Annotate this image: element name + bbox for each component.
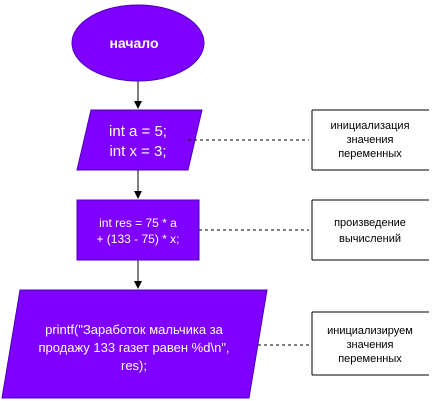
calc-note-line-2: вычислений — [339, 233, 401, 245]
init-line-2: int x = 3; — [109, 143, 166, 160]
calc-note: произведение вычислений — [312, 200, 429, 260]
start-node: начало — [72, 5, 204, 81]
calc-note-line-1: произведение — [334, 217, 406, 229]
calc-node: int res = 75 * a + (133 - 75) * x; — [77, 200, 199, 260]
init-node: int a = 5; int x = 3; — [77, 110, 202, 170]
calc-line-2: + (133 - 75) * x; — [96, 232, 179, 246]
start-label: начало — [109, 35, 158, 51]
print-line-1: printf("Заработок мальчика за — [45, 322, 224, 337]
print-note-line-1: инициализируем — [327, 325, 413, 337]
print-note-line-3: переменных — [338, 353, 402, 365]
init-line-1: int a = 5; — [109, 123, 167, 140]
print-node: printf("Заработок мальчика за продажу 13… — [2, 290, 267, 398]
calc-line-1: int res = 75 * a — [99, 216, 177, 230]
init-note-line-1: инициализация — [330, 120, 409, 132]
init-note-line-2: значения — [346, 134, 393, 146]
print-line-3: res); — [121, 358, 147, 373]
init-note-line-3: переменных — [338, 148, 402, 160]
init-note: инициализация значения переменных — [312, 110, 429, 170]
print-line-2: продажу 133 газет равен %d\n", — [38, 340, 229, 355]
print-note-line-2: значения — [346, 339, 393, 351]
print-note: инициализируем значения переменных — [312, 312, 429, 375]
